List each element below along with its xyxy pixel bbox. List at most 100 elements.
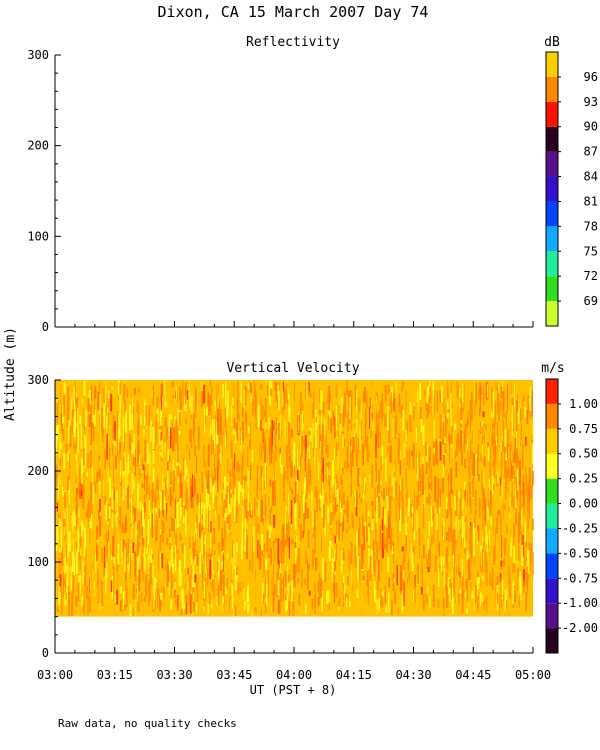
velocity-field-stroke: [196, 582, 199, 602]
velocity-field-stroke: [494, 423, 495, 444]
reflectivity-colorbar-segment: [546, 201, 558, 227]
velocity-field-stroke: [127, 454, 130, 475]
velocity-field-stroke: [475, 381, 477, 405]
velocity-field-stroke: [223, 552, 224, 572]
velocity-field-stroke: [397, 438, 400, 464]
velocity-field-stroke: [225, 494, 227, 509]
velocity-field-stroke: [146, 443, 149, 464]
velocity-field-stroke: [172, 459, 174, 479]
velocity-field-stroke: [362, 443, 364, 466]
velocity-field-stroke: [141, 553, 143, 570]
velocity-field-stroke: [341, 463, 343, 468]
velocity-field-stroke: [495, 527, 496, 545]
velocity-field-stroke: [358, 529, 360, 543]
velocity-field-stroke: [263, 543, 266, 552]
velocity-field-stroke: [80, 490, 82, 496]
velocity-field-stroke: [259, 443, 261, 463]
velocity-field-stroke: [307, 458, 310, 477]
velocity-field-stroke: [362, 570, 364, 576]
velocity-field-stroke: [317, 416, 319, 426]
velocity-field-stroke: [114, 521, 116, 545]
velocity-field-stroke: [520, 508, 523, 525]
velocity-field-stroke: [501, 516, 502, 533]
velocity-field-stroke: [303, 440, 305, 450]
velocity-field-stroke: [85, 544, 87, 549]
velocity-field-stroke: [166, 503, 168, 518]
velocity-field-stroke: [193, 426, 195, 445]
reflectivity-y-tick-label: 100: [27, 229, 49, 243]
velocity-field-stroke: [475, 455, 477, 481]
velocity-field-stroke: [146, 470, 148, 496]
velocity-field-stroke: [122, 523, 125, 534]
velocity-field-stroke: [334, 576, 336, 595]
data-note: Raw data, no quality checks: [58, 717, 237, 730]
velocity-field-stroke: [433, 520, 435, 544]
velocity-field-stroke: [454, 529, 457, 545]
velocity-field-stroke: [112, 443, 114, 456]
velocity-field-stroke: [209, 477, 212, 493]
velocity-field-stroke: [229, 469, 232, 478]
velocity-field-stroke: [388, 515, 390, 539]
velocity-field-stroke: [416, 509, 418, 530]
velocity-field-stroke: [348, 390, 351, 405]
velocity-field-stroke: [242, 440, 244, 446]
velocity-field-stroke: [117, 439, 119, 458]
velocity-field-stroke: [502, 381, 504, 399]
velocity-field-stroke: [394, 592, 397, 604]
velocity-field-stroke: [134, 508, 137, 525]
velocity-field-stroke: [405, 430, 407, 442]
velocity-field-stroke: [92, 424, 95, 442]
velocity-field-stroke: [339, 387, 341, 407]
velocity-field-stroke: [291, 580, 294, 602]
velocity-field-stroke: [243, 476, 245, 490]
velocity-field-stroke: [297, 535, 299, 559]
velocity-field-stroke: [72, 575, 75, 594]
velocity-field-stroke: [189, 477, 192, 501]
velocity-field-stroke: [484, 551, 487, 573]
velocity-field-stroke: [442, 439, 445, 445]
velocity-y-tick-label: 200: [27, 464, 49, 478]
velocity-field-stroke: [223, 603, 225, 612]
velocity-field-stroke: [78, 508, 80, 519]
velocity-field-stroke: [162, 473, 164, 496]
velocity-field-stroke: [512, 452, 515, 475]
reflectivity-y-tick-label: 200: [27, 139, 49, 153]
velocity-field-stroke: [218, 514, 220, 531]
velocity-field-stroke: [410, 504, 412, 517]
velocity-field-stroke: [269, 380, 271, 406]
velocity-field-stroke: [191, 485, 193, 509]
velocity-field-stroke: [218, 432, 221, 454]
velocity-field-stroke: [321, 591, 324, 612]
velocity-field-stroke: [117, 394, 119, 401]
velocity-field-stroke: [268, 417, 270, 430]
velocity-field-stroke: [211, 568, 212, 578]
velocity-field-stroke: [506, 525, 508, 535]
velocity-field-stroke: [413, 529, 416, 540]
velocity-field-stroke: [419, 382, 422, 400]
velocity-field-stroke: [381, 496, 383, 520]
velocity-field-stroke: [179, 399, 181, 411]
velocity-field-stroke: [492, 475, 494, 494]
reflectivity-colorbar-segment: [546, 226, 558, 252]
velocity-field-stroke: [297, 448, 298, 469]
velocity-field-stroke: [137, 421, 139, 435]
velocity-field-stroke: [203, 536, 205, 561]
velocity-field-stroke: [73, 536, 74, 559]
velocity-field-stroke: [350, 541, 353, 564]
velocity-field-stroke: [480, 453, 482, 462]
velocity-field-stroke: [456, 433, 459, 447]
velocity-field-stroke: [180, 608, 183, 616]
velocity-field-stroke: [358, 483, 360, 499]
velocity-field-stroke: [162, 585, 165, 593]
velocity-field-stroke: [239, 582, 241, 592]
velocity-field-stroke: [273, 479, 276, 498]
velocity-field-stroke: [125, 572, 127, 591]
velocity-field-stroke: [138, 569, 141, 592]
velocity-field-stroke: [469, 455, 471, 481]
velocity-field-stroke: [308, 381, 310, 392]
velocity-field-stroke: [447, 408, 450, 413]
velocity-field-stroke: [55, 465, 58, 483]
velocity-field-stroke: [68, 591, 71, 616]
velocity-field-stroke: [212, 440, 214, 455]
velocity-field-stroke: [406, 537, 407, 555]
